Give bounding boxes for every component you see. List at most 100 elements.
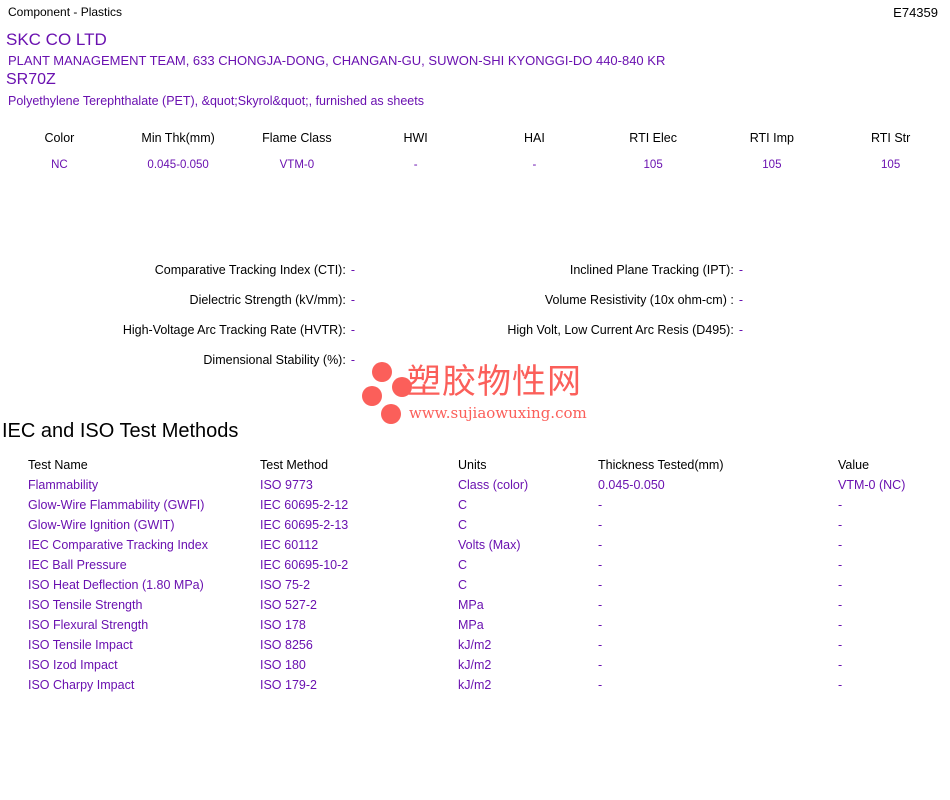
company-name: SKC CO LTD — [6, 30, 107, 49]
watermark-dot-icon — [362, 386, 382, 406]
test-method: IEC 60695-2-13 — [260, 518, 349, 532]
electrical-properties-block: Comparative Tracking Index (CTI): - Incli… — [0, 263, 950, 383]
test-column-header-method: Test Method — [260, 458, 329, 472]
property-header-flame-class: Flame Class — [262, 131, 332, 145]
table-row: Flammability ISO 9773 Class (color) 0.04… — [28, 478, 928, 498]
product-description: Polyethylene Terephthalate (PET), &quot;… — [8, 94, 424, 108]
test-name: Glow-Wire Ignition (GWIT) — [28, 518, 175, 532]
test-units: kJ/m2 — [458, 658, 492, 672]
electrical-row: High-Voltage Arc Tracking Rate (HVTR): - … — [0, 323, 950, 353]
test-name: ISO Tensile Strength — [28, 598, 143, 612]
test-units: C — [458, 498, 468, 512]
electrical-label-dielectric-strength: Dielectric Strength (kV/mm): — [189, 293, 346, 307]
table-row: ISO Izod Impact ISO 180 kJ/m2 - - — [28, 658, 928, 678]
table-row: ISO Heat Deflection (1.80 MPa) ISO 75-2 … — [28, 578, 928, 598]
property-value-color: NC — [51, 159, 68, 171]
property-value-hai: - — [532, 159, 537, 171]
test-units: kJ/m2 — [458, 678, 492, 692]
page-header: Component - Plastics E74359 — [0, 5, 950, 23]
test-units: kJ/m2 — [458, 638, 492, 652]
test-methods-header-row: Test Name Test Method Units Thickness Te… — [28, 458, 928, 478]
electrical-row: Dimensional Stability (%): - — [0, 353, 950, 383]
table-row: ISO Tensile Strength ISO 527-2 MPa - - — [28, 598, 928, 618]
property-header-row: Color Min Thk(mm) Flame Class HWI HAI RT… — [0, 131, 950, 159]
test-value: - — [838, 578, 843, 592]
test-methods-table: Test Name Test Method Units Thickness Te… — [28, 458, 928, 698]
table-row: ISO Tensile Impact ISO 8256 kJ/m2 - - — [28, 638, 928, 658]
electrical-pair-d495: High Volt, Low Current Arc Resis (D495):… — [420, 323, 743, 337]
electrical-label-volume-resistivity: Volume Resistivity (10x ohm-cm) : — [544, 293, 734, 307]
electrical-row: Dielectric Strength (kV/mm): - Volume Res… — [0, 293, 950, 323]
electrical-label-hvtr: High-Voltage Arc Tracking Rate (HVTR): — [122, 323, 346, 337]
component-category-label: Component - Plastics — [8, 5, 123, 19]
watermark-url: www.sujiaowuxing.com — [409, 404, 587, 422]
property-value-row: NC 0.045-0.050 VTM-0 - - 105 105 105 — [0, 159, 950, 171]
electrical-label-d495: High Volt, Low Current Arc Resis (D495): — [507, 323, 734, 337]
test-thickness: - — [598, 558, 603, 572]
test-units: Class (color) — [458, 478, 529, 492]
test-method: IEC 60695-2-12 — [260, 498, 349, 512]
test-method: ISO 75-2 — [260, 578, 311, 592]
property-header-color: Color — [44, 131, 75, 145]
test-column-header-value: Value — [838, 458, 870, 472]
test-name: Glow-Wire Flammability (GWFI) — [28, 498, 205, 512]
test-name: Flammability — [28, 478, 99, 492]
test-method: IEC 60112 — [260, 538, 319, 552]
test-thickness: - — [598, 598, 603, 612]
electrical-value-volume-resistivity: - — [738, 293, 743, 307]
electrical-pair-volume-resistivity: Volume Resistivity (10x ohm-cm) :- — [420, 293, 743, 307]
property-value-min-thk: 0.045-0.050 — [147, 159, 209, 171]
electrical-pair-cti: Comparative Tracking Index (CTI): - — [0, 263, 355, 277]
test-methods-body: Flammability ISO 9773 Class (color) 0.04… — [28, 478, 928, 698]
test-method: ISO 9773 — [260, 478, 313, 492]
electrical-value-dielectric-strength: - — [350, 293, 355, 307]
test-name: ISO Heat Deflection (1.80 MPa) — [28, 578, 204, 592]
property-header-rti-str: RTI Str — [870, 131, 911, 145]
test-column-header-thickness: Thickness Tested(mm) — [598, 458, 724, 472]
property-header-rti-imp: RTI Imp — [749, 131, 794, 145]
test-value: - — [838, 658, 843, 672]
electrical-value-hvtr: - — [350, 323, 355, 337]
property-value-rti-str: 105 — [881, 159, 901, 171]
property-value-rti-imp: 105 — [762, 159, 782, 171]
test-method: ISO 180 — [260, 658, 306, 672]
test-method: ISO 527-2 — [260, 598, 317, 612]
property-header-hai: HAI — [523, 131, 545, 145]
electrical-value-cti: - — [350, 263, 355, 277]
test-value: VTM-0 (NC) — [838, 478, 906, 492]
test-thickness: - — [598, 538, 603, 552]
electrical-pair-dimensional-stability: Dimensional Stability (%): - — [0, 353, 355, 367]
table-row: ISO Flexural Strength ISO 178 MPa - - — [28, 618, 928, 638]
electrical-value-dimensional-stability: - — [350, 353, 355, 367]
test-value: - — [838, 558, 843, 572]
test-name: IEC Comparative Tracking Index — [28, 538, 208, 552]
company-address: PLANT MANAGEMENT TEAM, 633 CHONGJA-DONG,… — [8, 53, 666, 68]
table-row: IEC Ball Pressure IEC 60695-10-2 C - - — [28, 558, 928, 578]
ul-file-number: E74359 — [893, 5, 938, 20]
test-units: C — [458, 518, 468, 532]
test-units: Volts (Max) — [458, 538, 521, 552]
test-thickness: - — [598, 658, 603, 672]
section-title-test-methods: IEC and ISO Test Methods — [2, 420, 239, 442]
electrical-row: Comparative Tracking Index (CTI): - Incli… — [0, 263, 950, 293]
test-column-header-name: Test Name — [28, 458, 88, 472]
test-value: - — [838, 618, 843, 632]
test-units: MPa — [458, 618, 484, 632]
test-name: ISO Flexural Strength — [28, 618, 149, 632]
test-thickness: - — [598, 498, 603, 512]
electrical-label-dimensional-stability: Dimensional Stability (%): — [203, 353, 346, 367]
test-thickness: - — [598, 578, 603, 592]
test-thickness: - — [598, 518, 603, 532]
test-method: ISO 8256 — [260, 638, 313, 652]
property-value-rti-elec: 105 — [643, 159, 663, 171]
test-method: ISO 178 — [260, 618, 306, 632]
watermark-dot-icon — [381, 404, 401, 424]
property-value-hwi: - — [413, 159, 418, 171]
test-value: - — [838, 538, 843, 552]
table-row: ISO Charpy Impact ISO 179-2 kJ/m2 - - — [28, 678, 928, 698]
test-column-header-units: Units — [458, 458, 487, 472]
test-value: - — [838, 638, 843, 652]
test-method: IEC 60695-10-2 — [260, 558, 349, 572]
property-header-min-thk: Min Thk(mm) — [141, 131, 215, 145]
